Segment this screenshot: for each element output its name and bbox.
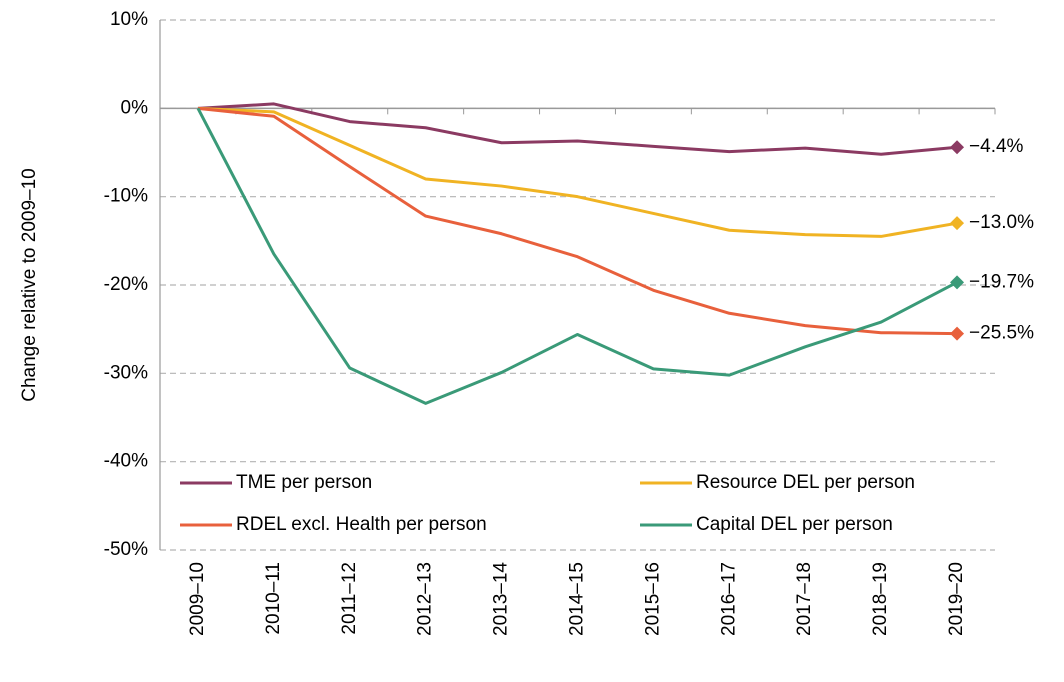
- x-tick-label: 2014–15: [567, 562, 588, 636]
- y-tick-label: -40%: [104, 451, 148, 472]
- value-label: −13.0%: [969, 212, 1034, 233]
- legend-label: Capital DEL per person: [696, 514, 893, 535]
- value-label: −4.4%: [969, 136, 1024, 157]
- legend-label: TME per person: [236, 472, 372, 493]
- y-tick-label: 10%: [110, 9, 148, 30]
- x-tick-label: 2010–11: [263, 562, 284, 635]
- x-tick-label: 2018–19: [870, 562, 891, 636]
- x-tick-label: 2016–17: [718, 562, 739, 636]
- y-tick-label: -30%: [104, 362, 148, 383]
- series-line: [197, 106, 958, 336]
- legend-label: Resource DEL per person: [696, 472, 915, 493]
- end-marker: [950, 275, 965, 290]
- x-tick-label: 2012–13: [415, 562, 436, 636]
- value-label: −19.7%: [969, 271, 1034, 292]
- series-line: [196, 107, 958, 405]
- series-line: [197, 102, 958, 156]
- x-tick-label: 2011–12: [339, 562, 360, 635]
- x-tick-label: 2019–20: [946, 562, 967, 636]
- legend-label: RDEL excl. Health per person: [236, 514, 487, 535]
- y-tick-label: -20%: [104, 274, 148, 295]
- y-axis-label: Change relative to 2009–10: [19, 168, 40, 401]
- y-tick-label: 0%: [121, 97, 149, 118]
- end-marker: [950, 326, 965, 341]
- series-line: [197, 106, 958, 238]
- end-marker: [950, 140, 965, 155]
- x-tick-label: 2013–14: [491, 562, 512, 636]
- y-tick-label: -50%: [104, 539, 148, 560]
- x-tick-label: 2009–10: [187, 562, 208, 636]
- y-tick-label: -10%: [104, 186, 148, 207]
- value-label: −25.5%: [969, 323, 1034, 344]
- end-marker: [950, 216, 965, 231]
- x-tick-label: 2015–16: [642, 562, 663, 636]
- x-tick-label: 2017–18: [794, 562, 815, 636]
